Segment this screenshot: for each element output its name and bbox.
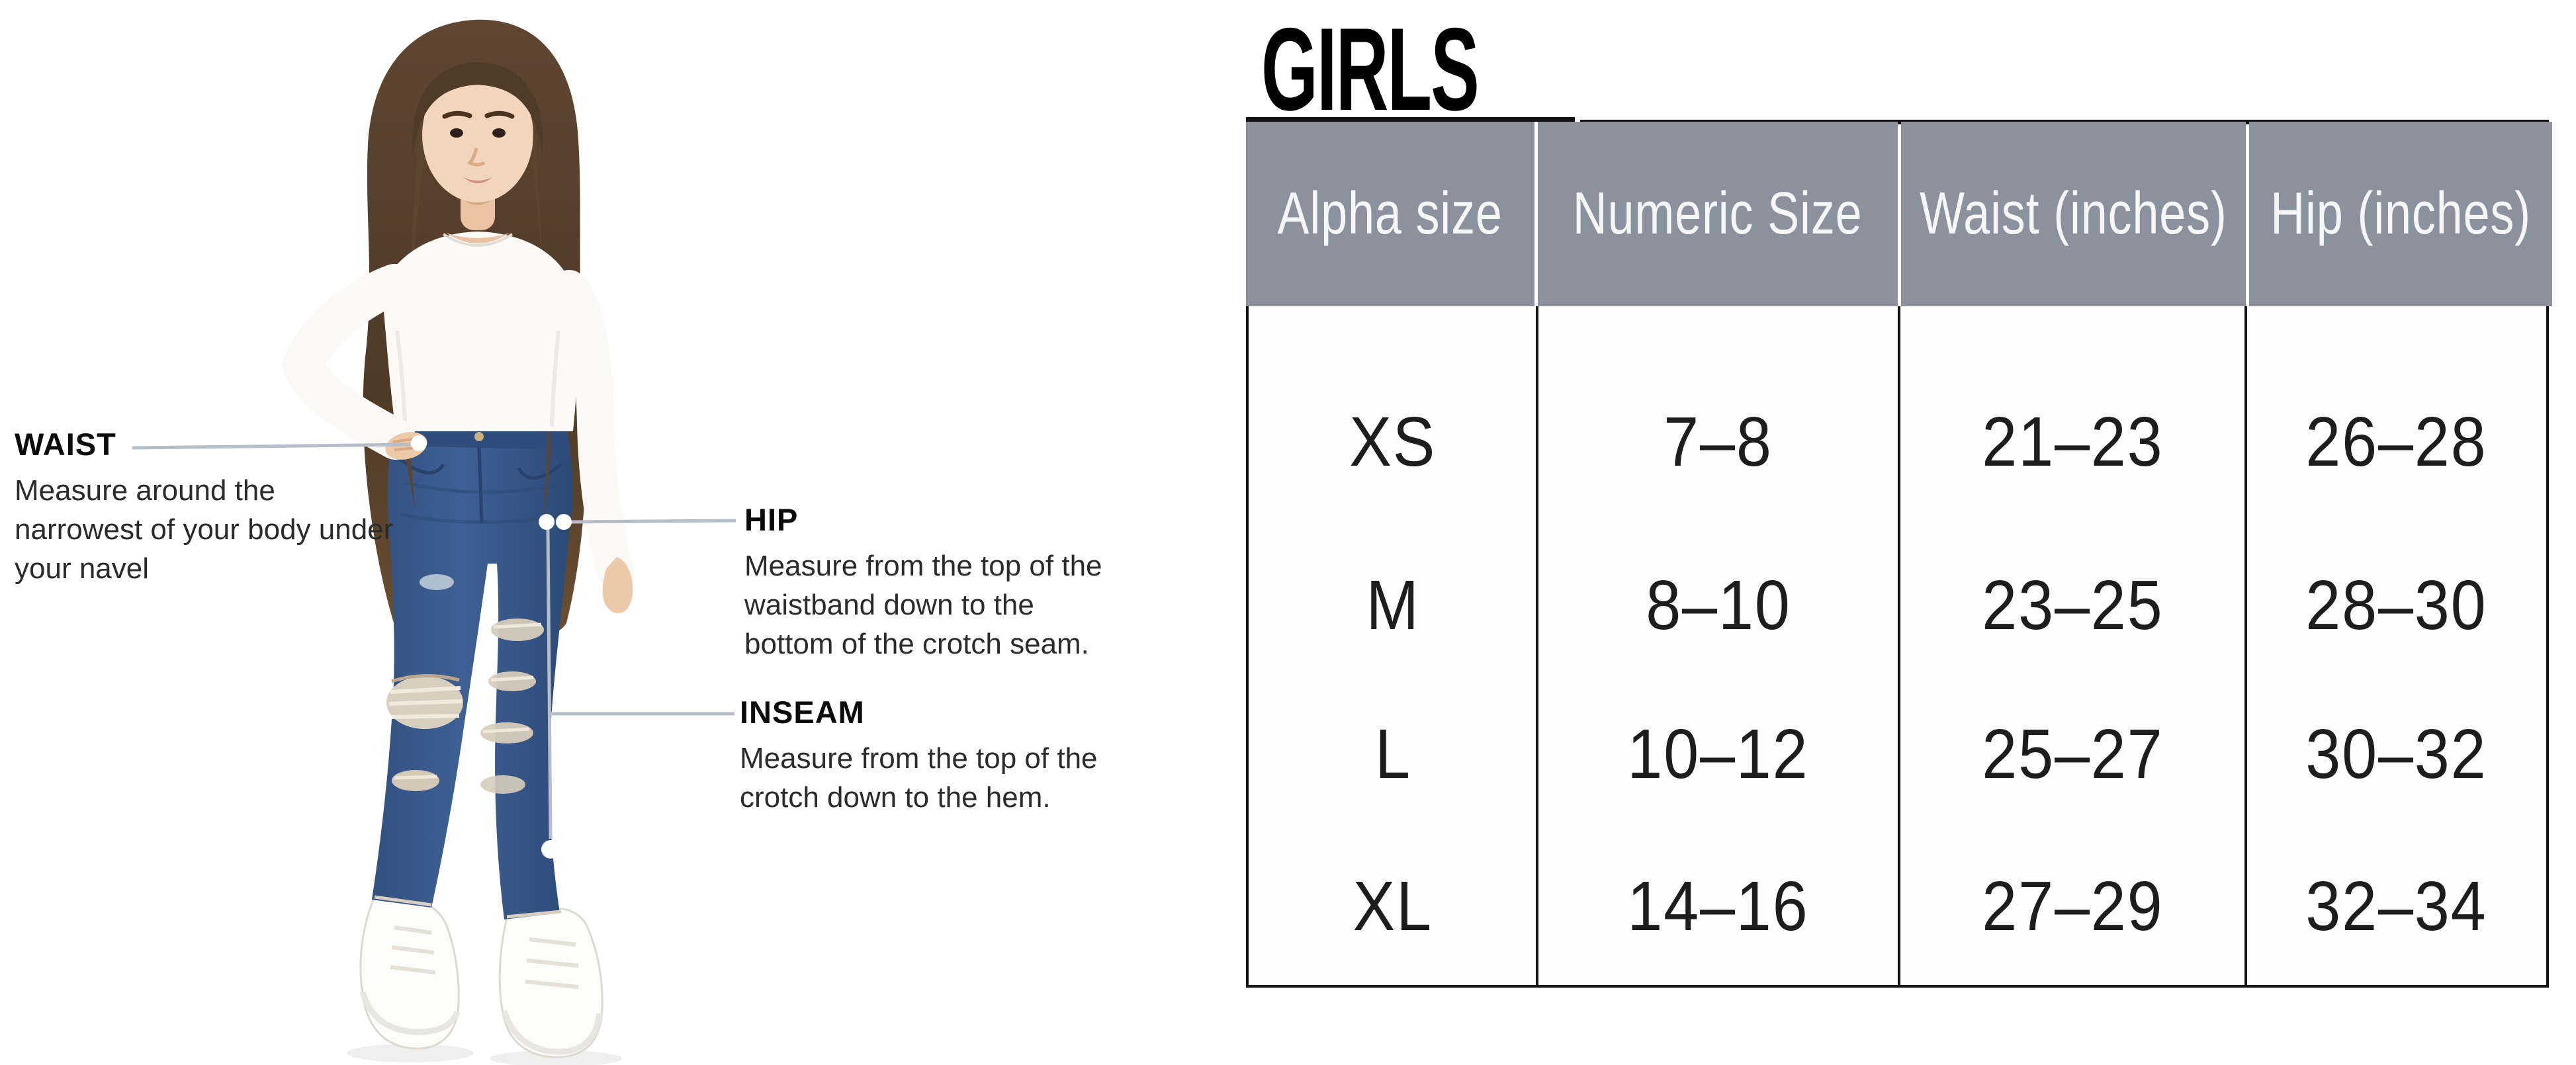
cell-hip: 28–30 <box>2305 566 2487 644</box>
column-divider <box>1898 306 1900 985</box>
inseam-description-line: crotch down to the hem. <box>740 781 1051 814</box>
hair-front <box>412 62 543 155</box>
column-header-numeric-size: Numeric Size <box>1538 122 1898 306</box>
column-divider <box>1536 306 1538 985</box>
floor-shadow <box>347 1044 473 1062</box>
hip-description-line: waistband down to the <box>744 589 1034 621</box>
column-header-waist: Waist (inches) <box>1901 122 2246 306</box>
cell-numeric-size: 10–12 <box>1627 714 1809 793</box>
cell-waist: 23–25 <box>1981 566 2164 644</box>
cell-alpha-size: XL <box>1353 867 1433 945</box>
page-title: GIRLS <box>1261 3 1480 135</box>
jeans <box>372 419 573 919</box>
hip-description-line: bottom of the crotch seam. <box>744 628 1089 660</box>
face-features <box>442 110 515 183</box>
sneakers <box>359 896 603 1058</box>
cell-numeric-size: 14–16 <box>1627 867 1809 945</box>
left-arm-sleeve <box>281 264 416 460</box>
cell-numeric-size: 7–8 <box>1664 402 1773 481</box>
inseam-description-line: Measure from the top of the <box>740 742 1098 775</box>
table-row: XL 14–16 27–29 32–34 <box>1249 860 2546 953</box>
size-chart-table: Alpha size Numeric Size Waist (inches) H… <box>1246 116 2552 988</box>
model-photo <box>281 19 634 1065</box>
cell-alpha-size: M <box>1366 566 1420 644</box>
table-row: XS 7–8 21–23 26–28 <box>1249 396 2546 488</box>
cell-waist: 25–27 <box>1981 714 2164 793</box>
cell-waist: 21–23 <box>1981 402 2164 481</box>
cell-alpha-size: XS <box>1349 402 1437 481</box>
table-body: XS 7–8 21–23 26–28 M 8–10 23–25 28–30 L … <box>1246 306 2549 988</box>
table-header-row: Alpha size Numeric Size Waist (inches) H… <box>1246 122 2552 306</box>
waist-description-line: Measure around the <box>15 474 275 507</box>
cell-hip: 32–34 <box>2305 867 2487 945</box>
table-top-border <box>1246 117 1575 122</box>
hip-annotation: HIP Measure from the top of the waistban… <box>744 503 1102 663</box>
column-divider <box>2244 306 2247 985</box>
right-hand <box>602 557 633 613</box>
cell-hip: 26–28 <box>2305 402 2487 481</box>
inseam-label: INSEAM <box>740 695 865 730</box>
table-row: L 10–12 25–27 30–32 <box>1249 708 2546 800</box>
cell-waist: 27–29 <box>1981 867 2164 945</box>
waist-label: WAIST <box>15 427 116 462</box>
hip-label: HIP <box>744 502 799 537</box>
face <box>422 67 533 202</box>
waist-description-line: your navel <box>15 552 150 585</box>
right-arm-sleeve <box>551 270 634 589</box>
cell-hip: 30–32 <box>2305 714 2487 793</box>
waist-annotation: WAIST Measure around the narrowest of yo… <box>15 427 393 588</box>
measurement-figure-panel: WAIST Measure around the narrowest of yo… <box>0 0 1158 1065</box>
waist-description-line: narrowest of your body under <box>15 513 394 546</box>
cell-numeric-size: 8–10 <box>1645 566 1791 644</box>
column-header-alpha-size: Alpha size <box>1246 122 1534 306</box>
inseam-annotation: INSEAM Measure from the top of the crotc… <box>740 695 1098 817</box>
hip-description-line: Measure from the top of the <box>744 550 1102 582</box>
cell-alpha-size: L <box>1374 714 1411 793</box>
table-row: M 8–10 23–25 28–30 <box>1249 559 2546 652</box>
shirt <box>382 232 578 431</box>
column-header-hip: Hip (inches) <box>2249 122 2552 306</box>
